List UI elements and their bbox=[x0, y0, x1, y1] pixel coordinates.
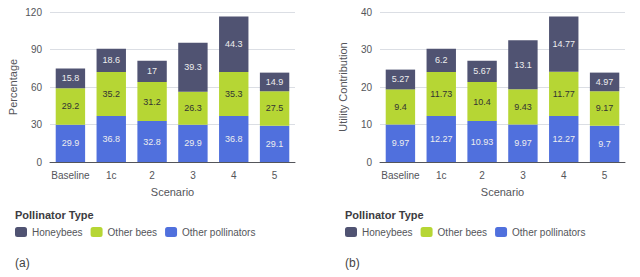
svg-text:3: 3 bbox=[520, 170, 526, 181]
svg-text:5: 5 bbox=[272, 170, 278, 181]
svg-text:9.43: 9.43 bbox=[514, 102, 532, 112]
svg-text:44.3: 44.3 bbox=[225, 39, 243, 49]
svg-text:Other pollinators: Other pollinators bbox=[512, 227, 585, 238]
svg-text:Percentage: Percentage bbox=[7, 59, 19, 115]
svg-text:15.8: 15.8 bbox=[62, 73, 80, 83]
svg-text:2: 2 bbox=[149, 170, 155, 181]
svg-text:4.97: 4.97 bbox=[596, 77, 614, 87]
svg-text:11.73: 11.73 bbox=[430, 89, 452, 99]
svg-text:6.2: 6.2 bbox=[435, 55, 448, 65]
svg-text:29.2: 29.2 bbox=[62, 101, 80, 111]
svg-text:40: 40 bbox=[361, 7, 373, 18]
svg-text:(b): (b) bbox=[345, 256, 360, 270]
svg-text:29.9: 29.9 bbox=[62, 138, 80, 148]
svg-text:10.4: 10.4 bbox=[473, 97, 491, 107]
svg-text:5.27: 5.27 bbox=[392, 74, 410, 84]
svg-text:4: 4 bbox=[561, 170, 567, 181]
svg-text:29.9: 29.9 bbox=[184, 138, 202, 148]
svg-text:18.6: 18.6 bbox=[102, 55, 120, 65]
svg-text:120: 120 bbox=[25, 7, 42, 18]
svg-text:14.77: 14.77 bbox=[552, 39, 575, 49]
svg-text:14.9: 14.9 bbox=[266, 77, 284, 87]
svg-text:Utility Contribution: Utility Contribution bbox=[337, 42, 349, 131]
svg-text:1c: 1c bbox=[436, 170, 447, 181]
svg-text:5.67: 5.67 bbox=[473, 66, 491, 76]
svg-text:3: 3 bbox=[190, 170, 196, 181]
svg-text:9.7: 9.7 bbox=[598, 139, 611, 149]
svg-text:10.93: 10.93 bbox=[471, 137, 494, 147]
svg-text:0: 0 bbox=[36, 157, 42, 168]
svg-text:Other bees: Other bees bbox=[438, 227, 487, 238]
svg-text:13.1: 13.1 bbox=[514, 60, 532, 70]
svg-text:32.8: 32.8 bbox=[143, 137, 161, 147]
svg-text:29.1: 29.1 bbox=[266, 139, 284, 149]
svg-text:39.3: 39.3 bbox=[184, 62, 202, 72]
svg-text:2: 2 bbox=[479, 170, 485, 181]
svg-text:90: 90 bbox=[31, 44, 43, 55]
svg-text:4: 4 bbox=[231, 170, 237, 181]
svg-text:36.8: 36.8 bbox=[225, 134, 243, 144]
svg-text:9.4: 9.4 bbox=[394, 102, 407, 112]
svg-text:35.2: 35.2 bbox=[102, 89, 120, 99]
svg-text:Scenario: Scenario bbox=[151, 186, 194, 198]
svg-text:26.3: 26.3 bbox=[184, 103, 202, 113]
svg-text:60: 60 bbox=[31, 82, 43, 93]
svg-text:12.27: 12.27 bbox=[430, 134, 453, 144]
svg-text:Honeybees: Honeybees bbox=[32, 227, 83, 238]
svg-text:9.97: 9.97 bbox=[514, 138, 532, 148]
svg-text:(a): (a) bbox=[15, 256, 30, 270]
svg-text:0: 0 bbox=[366, 157, 372, 168]
svg-text:Honeybees: Honeybees bbox=[362, 227, 413, 238]
svg-text:9.97: 9.97 bbox=[392, 138, 410, 148]
svg-text:30: 30 bbox=[361, 44, 373, 55]
svg-text:1c: 1c bbox=[106, 170, 117, 181]
svg-text:31.2: 31.2 bbox=[143, 97, 161, 107]
svg-text:20: 20 bbox=[361, 82, 373, 93]
svg-text:Other bees: Other bees bbox=[108, 227, 157, 238]
svg-text:17: 17 bbox=[147, 66, 157, 76]
svg-text:Baseline: Baseline bbox=[381, 170, 420, 181]
svg-text:12.27: 12.27 bbox=[552, 134, 575, 144]
svg-text:Pollinator Type: Pollinator Type bbox=[15, 209, 94, 221]
svg-text:30: 30 bbox=[31, 119, 43, 130]
svg-text:35.3: 35.3 bbox=[225, 89, 243, 99]
svg-text:27.5: 27.5 bbox=[266, 103, 284, 113]
svg-text:5: 5 bbox=[602, 170, 608, 181]
svg-text:11.77: 11.77 bbox=[553, 89, 575, 99]
svg-text:10: 10 bbox=[361, 119, 373, 130]
svg-text:Scenario: Scenario bbox=[481, 186, 524, 198]
svg-text:Baseline: Baseline bbox=[51, 170, 90, 181]
svg-text:36.8: 36.8 bbox=[102, 134, 120, 144]
svg-text:Pollinator Type: Pollinator Type bbox=[345, 209, 424, 221]
svg-text:Other pollinators: Other pollinators bbox=[182, 227, 255, 238]
svg-text:9.17: 9.17 bbox=[596, 103, 614, 113]
